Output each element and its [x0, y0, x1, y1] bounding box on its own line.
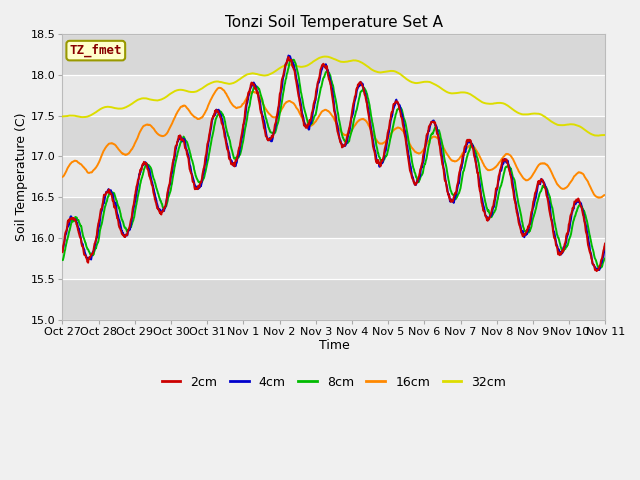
Y-axis label: Soil Temperature (C): Soil Temperature (C)	[15, 113, 28, 241]
X-axis label: Time: Time	[319, 339, 349, 352]
Bar	[63, 156, 605, 197]
Bar	[63, 238, 605, 279]
Bar	[63, 197, 605, 238]
Text: TZ_fmet: TZ_fmet	[70, 44, 122, 57]
Bar	[63, 75, 605, 116]
Legend: 2cm, 4cm, 8cm, 16cm, 32cm: 2cm, 4cm, 8cm, 16cm, 32cm	[157, 371, 511, 394]
Bar	[63, 279, 605, 320]
Bar	[63, 116, 605, 156]
Title: Tonzi Soil Temperature Set A: Tonzi Soil Temperature Set A	[225, 15, 443, 30]
Bar	[63, 34, 605, 75]
